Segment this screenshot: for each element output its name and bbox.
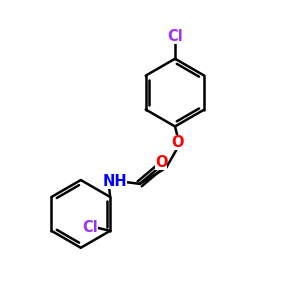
Text: O: O xyxy=(155,155,167,170)
Text: NH: NH xyxy=(102,174,127,189)
Text: Cl: Cl xyxy=(167,28,183,44)
Text: Cl: Cl xyxy=(82,220,98,236)
Text: O: O xyxy=(172,135,184,150)
